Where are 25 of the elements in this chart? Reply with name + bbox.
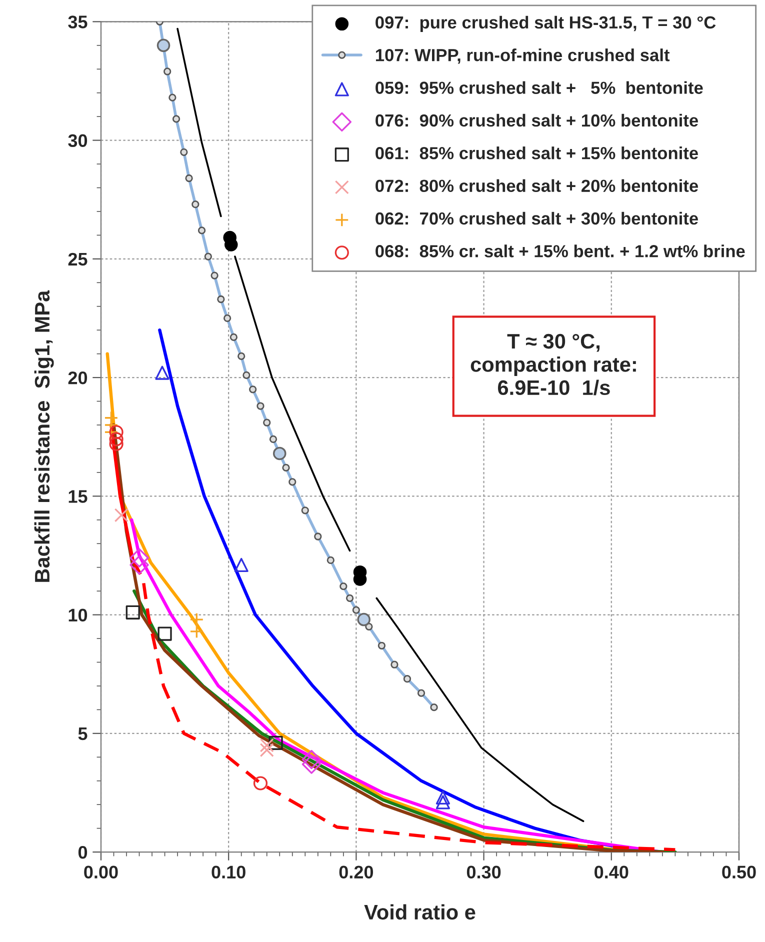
legend-label: 072: 80% crushed salt + 20% bentonite xyxy=(376,179,698,192)
y-axis-title: Backfill resistance Sig1, MPa xyxy=(34,290,54,582)
x-tick-label: 0.20 xyxy=(339,866,374,878)
x-tick-label: 0.10 xyxy=(212,866,246,878)
y-tick-label: 35 xyxy=(68,16,88,28)
legend-label: 107: WIPP, run-of-mine crushed salt xyxy=(376,48,670,64)
annotation: T ≈ 30 °C, compaction rate: 6.9E-10 1/s xyxy=(470,334,636,396)
y-tick-label: 25 xyxy=(68,252,88,266)
y-tick-label: 30 xyxy=(68,134,88,148)
y-tick-label: 5 xyxy=(78,728,88,740)
x-tick-label: 0.50 xyxy=(722,866,756,878)
legend-label: 062: 70% crushed salt + 30% bentonite xyxy=(376,212,698,225)
y-tick-label: 10 xyxy=(68,608,88,622)
x-axis-title: Void ratio e xyxy=(364,904,476,920)
legend-label: 068: 85% cr. salt + 15% bent. + 1.2 wt% brine xyxy=(376,244,745,258)
legend-label: 076: 90% crushed salt + 10% bentonite xyxy=(376,114,698,127)
x-tick-label: 0.40 xyxy=(594,866,628,878)
legend-label: 059: 95% crushed salt + 5% bentonite xyxy=(376,81,703,94)
y-tick-label: 20 xyxy=(68,371,88,384)
y-tick-label: 15 xyxy=(68,490,88,503)
x-tick-label: 0.30 xyxy=(466,866,501,879)
legend-label: 061: 85% crushed salt + 15% bentonite xyxy=(376,146,698,160)
y-tick-label: 0 xyxy=(78,846,88,859)
legend-label: 097: pure crushed salt HS-31.5, T = 30 °C xyxy=(376,16,716,32)
x-tick-label: 0.00 xyxy=(84,866,118,878)
